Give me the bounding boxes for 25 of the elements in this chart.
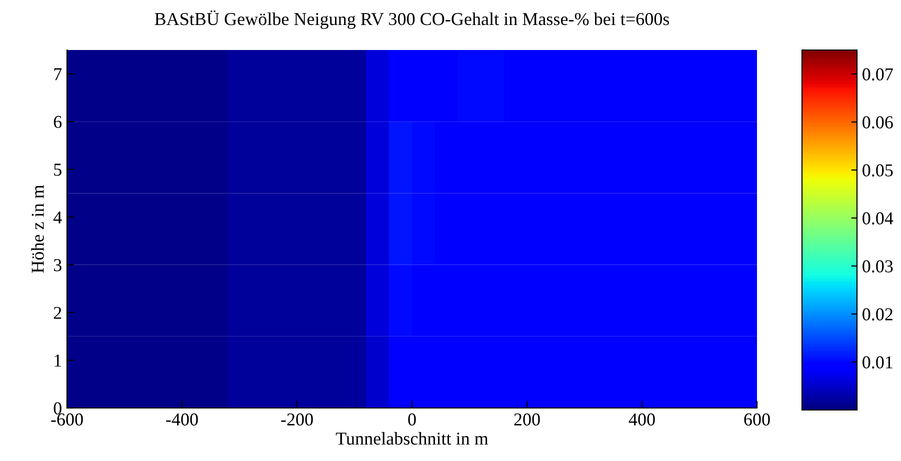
y-tick-label: 4 [53, 211, 62, 224]
color-bar-label: 0.03 [862, 260, 893, 273]
y-tick-label: 7 [54, 68, 62, 80]
color-bar-label: 0.05 [862, 164, 893, 177]
y-tick-label: 3 [54, 259, 62, 272]
color-bar-label: 0.02 [862, 308, 892, 321]
color-bar-label: 0.06 [862, 116, 893, 129]
color-bar-label: 0.01 [862, 356, 892, 369]
chart-title: BAStBÜ Gewölbe Neigung RV 300 CO-Gehalt in Masse-% bei t=600s [154, 10, 670, 29]
y-tick-label: 5 [54, 164, 62, 176]
x-tick-label: 600 [744, 413, 770, 426]
x-tick-label: 200 [514, 413, 540, 426]
y-tick-label: 1 [54, 354, 62, 367]
y-tick-label: 2 [54, 306, 62, 319]
x-axis-title: Tunnelabschnitt in m [336, 432, 488, 445]
color-bar-label: 0.04 [862, 212, 894, 225]
x-tick-label: 400 [628, 413, 655, 426]
x-tick-label: -200 [281, 413, 313, 426]
x-tick-label: -400 [166, 413, 198, 426]
y-tick-label: 6 [54, 116, 62, 128]
x-tick-label: -600 [51, 413, 83, 426]
y-axis-title: Höhe z in m [31, 184, 44, 273]
x-tick-label: 0 [408, 413, 416, 426]
y-tick-label: 0 [54, 402, 62, 414]
color-bar-label: 0.07 [862, 68, 893, 81]
